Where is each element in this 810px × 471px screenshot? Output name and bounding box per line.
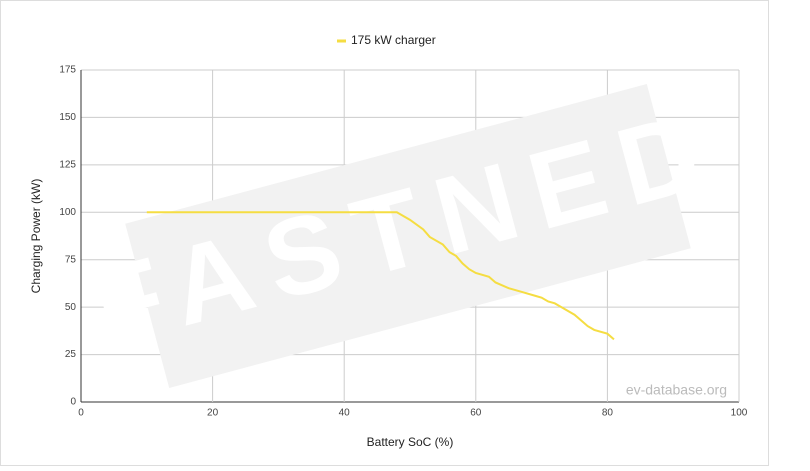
y-tick-label: 125 xyxy=(59,159,76,170)
source: ev-database.org xyxy=(626,382,727,398)
y-tick-label: 150 xyxy=(59,112,76,123)
legend-label: 175 kW charger xyxy=(351,33,436,47)
x-tick-label: 100 xyxy=(731,408,748,419)
y-tick-label: 75 xyxy=(65,254,77,265)
data-line xyxy=(146,211,615,341)
x-tick-label: 0 xyxy=(78,408,84,419)
x-axis-title: Battery SoC (%) xyxy=(367,435,454,449)
y-tick-label: 25 xyxy=(65,349,77,360)
watermark-box xyxy=(125,84,691,388)
y-tick-label: 50 xyxy=(65,302,77,313)
x-tick-label: 20 xyxy=(207,408,219,419)
y-tick-label: 100 xyxy=(59,207,76,218)
y-tick-label: 0 xyxy=(70,397,76,408)
x-tick-label: 40 xyxy=(339,408,351,419)
y-axis-title: Charging Power (kW) xyxy=(29,179,43,294)
y-tick-label: 175 xyxy=(59,65,76,76)
x-tick-label: 60 xyxy=(470,408,482,419)
x-tick-label: 80 xyxy=(602,408,614,419)
